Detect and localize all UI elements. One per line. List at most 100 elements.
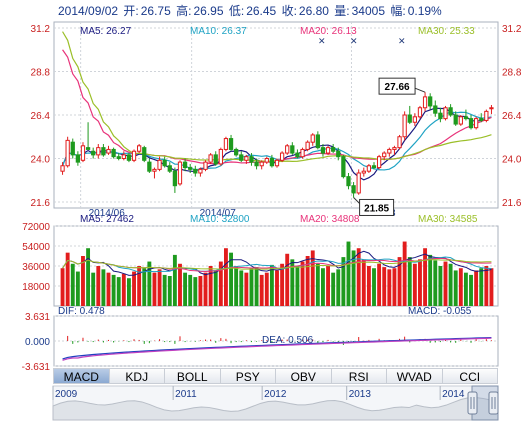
- tab-rsi[interactable]: RSI: [331, 368, 387, 384]
- candle-body: [254, 161, 259, 167]
- candle-body: [91, 150, 96, 156]
- volume-bar: [361, 259, 366, 306]
- volume-bar: [101, 269, 106, 306]
- volume-bar: [198, 276, 203, 306]
- candle-body: [203, 161, 208, 170]
- volume-bar: [397, 257, 402, 306]
- volume-label: 量:: [334, 4, 350, 18]
- tab-kdj[interactable]: KDJ: [109, 368, 165, 384]
- indicator-tabs[interactable]: MACD KDJ BOLL PSY OBV RSI WVAD CCI: [53, 368, 498, 384]
- volume-bar: [126, 278, 131, 306]
- candle-body: [310, 134, 315, 143]
- volume-bar: [121, 273, 126, 306]
- volume-bar: [75, 271, 80, 306]
- close-value: 26.80: [298, 4, 329, 18]
- volume-bar: [280, 263, 285, 306]
- open-label: 开:: [123, 4, 139, 18]
- volume-bar: [377, 263, 382, 306]
- volume-bar: [152, 272, 157, 306]
- dif-line: [62, 336, 492, 360]
- volume-bar: [484, 266, 489, 306]
- volume-bar: [188, 274, 193, 306]
- price-y-tick-left: 31.2: [31, 24, 51, 35]
- price-legend-item: MA20: 26.13: [300, 26, 357, 37]
- volume-bar: [70, 263, 75, 306]
- candle-body: [116, 156, 121, 159]
- price-y-tick-left: 24.0: [31, 155, 51, 166]
- timeline-drag-handle[interactable]: [488, 391, 499, 415]
- high-callout: 27.66: [385, 82, 410, 93]
- macd-y-tick: -3.631: [22, 362, 51, 373]
- tab-psy[interactable]: PSY: [220, 368, 276, 384]
- candle-body: [279, 152, 285, 161]
- candle-body: [208, 154, 213, 163]
- low-label: 低:: [228, 4, 245, 18]
- timeline-year-label: 2009: [55, 389, 78, 400]
- candle-body: [402, 114, 407, 138]
- tab-boll[interactable]: BOLL: [165, 368, 221, 384]
- volume-bar: [218, 261, 223, 306]
- candle-body: [448, 107, 453, 116]
- candle-body: [152, 168, 157, 172]
- volume-bar: [448, 263, 453, 306]
- candle-body: [438, 112, 443, 120]
- candle-body: [228, 138, 234, 150]
- volume-bar: [224, 248, 228, 306]
- candle-body: [458, 116, 463, 125]
- volume-bar: [489, 268, 494, 306]
- price-panel[interactable]: 31.2 31.2 28.8 28.8 26.4 26.4 24.0 24.0 21.6 21.6…: [31, 21, 522, 219]
- volume-bar: [479, 268, 484, 306]
- tab-cci[interactable]: CCI: [442, 368, 498, 384]
- timeline-drag-handle[interactable]: [467, 391, 478, 415]
- volume-bar: [305, 256, 310, 306]
- close-label: 收:: [281, 4, 297, 18]
- candle-body: [295, 152, 300, 158]
- candle-body: [392, 147, 397, 150]
- candle-body: [70, 141, 75, 156]
- volume-bar: [208, 266, 213, 306]
- volume-bar: [315, 263, 320, 306]
- tab-macd[interactable]: MACD: [53, 368, 110, 384]
- timeline-year-label: 2014: [442, 389, 465, 400]
- volume-bar: [269, 264, 274, 306]
- volume-bar: [392, 268, 397, 306]
- low-callout-box: [359, 198, 395, 216]
- volume-bar: [264, 272, 269, 306]
- volume-bar: [259, 274, 264, 306]
- volume-bar: [275, 270, 279, 306]
- macd-legend-dif: DIF: 0.478: [58, 306, 105, 317]
- candle-body: [290, 145, 295, 154]
- tab-wvad[interactable]: WVAD: [387, 368, 443, 384]
- candle-body: [177, 161, 183, 185]
- volume-bar: [111, 274, 116, 306]
- candle-body: [75, 154, 81, 163]
- volume-legend-item: MA30: 34585: [418, 214, 478, 225]
- tab-obv[interactable]: OBV: [276, 368, 332, 384]
- volume-ma30-line: [62, 259, 492, 270]
- price-y-tick-right: 28.8: [502, 68, 522, 79]
- volume-bar: [438, 266, 443, 306]
- candle-body: [315, 134, 320, 149]
- volume-bar: [300, 261, 305, 306]
- candle-body: [269, 158, 275, 167]
- candle-body: [234, 148, 239, 156]
- volume-bar: [86, 248, 91, 306]
- price-y-tick-right: 26.4: [502, 111, 522, 122]
- timeline-navigator[interactable]: 2009 2011 2012 2013 2014: [52, 385, 499, 421]
- macd-panel[interactable]: 3.631 0.000 -3.631 DIF: 0.478 DEA: 0.506 MACD…: [22, 306, 499, 373]
- price-legend-item: MA5: 26.27: [80, 26, 132, 37]
- volume-panel[interactable]: 72000 54000 36000 18000 MA5: 27462 MA10: 3280…: [22, 214, 499, 307]
- candle-body: [85, 147, 91, 150]
- quote-date: 2014/09/02: [58, 4, 119, 18]
- price-legend-item: MA10: 26.37: [190, 26, 247, 37]
- candle-body: [473, 118, 479, 129]
- candle-body: [157, 159, 162, 170]
- event-marker-icon: ✕: [350, 36, 358, 46]
- candle-body: [182, 161, 188, 169]
- volume-bar: [81, 256, 85, 306]
- high-callout-pointer: [414, 87, 426, 93]
- timeline-year-label: 2013: [349, 389, 372, 400]
- volume-bar: [60, 268, 65, 306]
- timeline-year-label: 2011: [175, 389, 197, 400]
